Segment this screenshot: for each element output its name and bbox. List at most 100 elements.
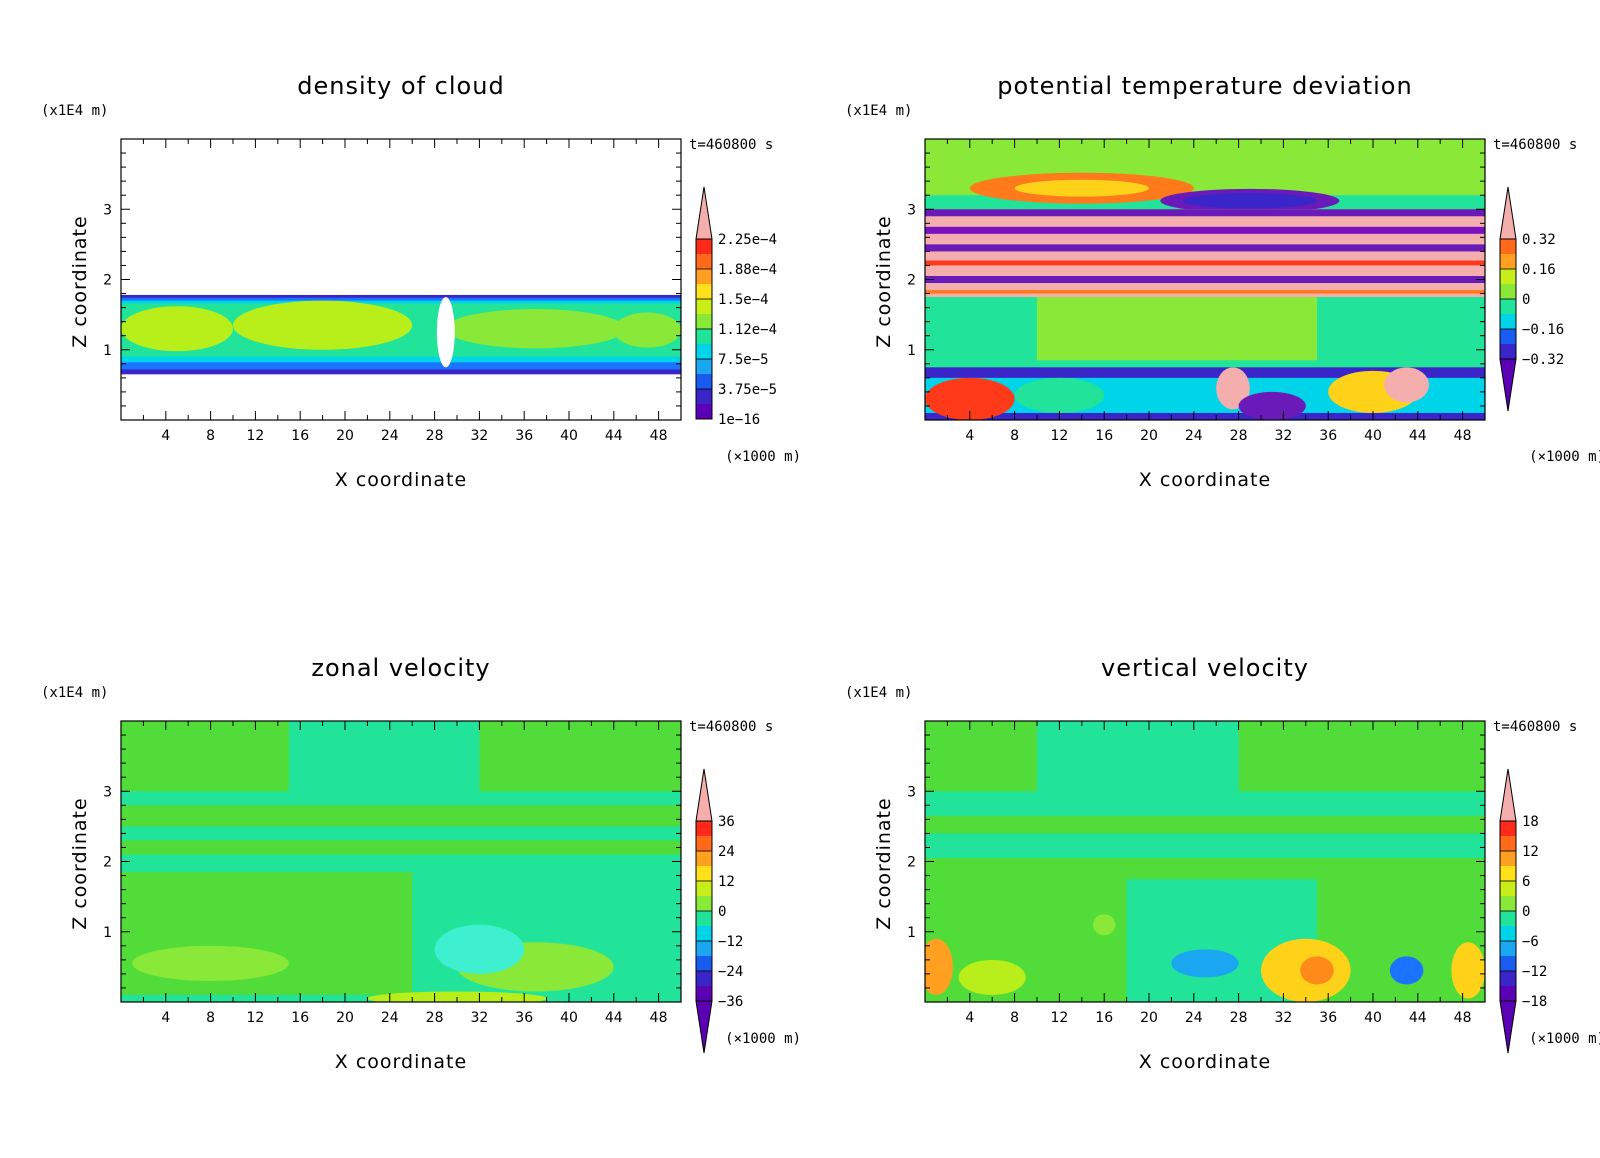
contour-region: [925, 209, 1485, 298]
field-background: [121, 139, 681, 420]
colorbar-swatch: [1500, 896, 1516, 911]
colorbar-swatch: [1500, 836, 1516, 851]
x-unit-label: (×1000 m): [1529, 449, 1600, 465]
colorbar-swatch: [696, 941, 712, 956]
x-axis-label: X coordinate: [335, 469, 467, 491]
contour-region: [925, 879, 1127, 1002]
x-tick-label: 12: [246, 1010, 264, 1026]
colorbar-label: 24: [718, 844, 735, 860]
y-unit-label: (x1E4 m): [845, 103, 912, 119]
contour-region: [925, 938, 953, 995]
colorbar-label: −18: [1522, 994, 1547, 1010]
contour-region: [233, 300, 413, 350]
colorbar-label: 12: [718, 874, 735, 890]
x-unit-label: (×1000 m): [1529, 1031, 1600, 1047]
contour-region: [121, 306, 233, 352]
y-tick-label: 2: [907, 855, 916, 871]
y-unit-label: (x1E4 m): [41, 103, 108, 119]
colorbar-swatch: [696, 836, 712, 851]
contour-region: [1093, 914, 1116, 936]
colorbar-swatch: [696, 404, 712, 419]
contour-region: [925, 209, 1485, 217]
colorbar-swatch: [696, 239, 712, 254]
x-tick-label: 28: [426, 1010, 444, 1026]
x-tick-label: 48: [650, 428, 668, 444]
contour-region: [436, 297, 455, 368]
x-tick-label: 24: [1185, 1010, 1203, 1026]
colorbar-swatch: [696, 851, 712, 866]
colorbar-swatch: [696, 299, 712, 314]
colorbar: 2.25e−4 1.88e−4 1.5e−4 1.12e−4 7.5e−5 3.75e−5…: [695, 186, 777, 428]
contour-region: [958, 959, 1026, 995]
chart-title: zonal velocity: [311, 654, 490, 682]
contour-field: [925, 139, 1485, 420]
x-tick-label: 12: [1050, 1010, 1068, 1026]
x-tick-label: 8: [206, 428, 215, 444]
colorbar-swatch: [696, 911, 712, 926]
colorbar-swatch: [1500, 926, 1516, 941]
colorbar-swatch: [696, 896, 712, 911]
y-axis-label: Z coordinate: [873, 215, 895, 347]
colorbar-swatch: [1500, 269, 1516, 284]
contour-region: [1014, 377, 1105, 413]
x-axis-label: X coordinate: [1139, 1051, 1271, 1073]
y-tick-label: 3: [907, 784, 916, 800]
colorbar-lower-arrow: [1499, 1000, 1517, 1054]
x-unit-label: (×1000 m): [725, 1031, 801, 1047]
colorbar-upper-arrow: [695, 768, 713, 822]
y-tick-label: 2: [907, 273, 916, 289]
colorbar-swatch: [696, 956, 712, 971]
x-tick-label: 16: [1095, 428, 1113, 444]
time-label: t=460800 s: [1493, 137, 1577, 153]
colorbar-label: −24: [718, 964, 743, 980]
contour-region: [925, 857, 1485, 880]
colorbar-swatch: [1500, 254, 1516, 269]
colorbar-upper-arrow: [695, 186, 713, 240]
colorbar-label: −6: [1522, 934, 1539, 950]
colorbar: 0.32 0.16 0 −0.16 −0.32: [1499, 186, 1564, 412]
contour-region: [925, 290, 1485, 294]
colorbar-label: 6: [1522, 874, 1530, 890]
colorbar: 36 24 12 0 −12 −24 −36: [695, 768, 743, 1054]
colorbar-swatch: [696, 926, 712, 941]
x-tick-label: 20: [1140, 428, 1158, 444]
x-tick-label: 4: [161, 1010, 170, 1026]
colorbar-upper-arrow: [1499, 186, 1517, 240]
x-tick-label: 28: [1230, 1010, 1248, 1026]
colorbar-label: 1.5e−4: [718, 292, 769, 308]
x-tick-label: 48: [650, 1010, 668, 1026]
x-tick-label: 4: [965, 428, 974, 444]
x-tick-label: 48: [1454, 428, 1472, 444]
y-axis-label: Z coordinate: [873, 797, 895, 929]
colorbar-swatch: [696, 881, 712, 896]
contour-field: [121, 721, 681, 1002]
x-tick-label: 40: [560, 428, 578, 444]
contour-region: [925, 244, 1485, 252]
contour-region: [613, 312, 681, 348]
colorbar-swatch: [696, 314, 712, 329]
colorbar-swatch: [1500, 821, 1516, 836]
x-tick-label: 36: [515, 1010, 533, 1026]
x-tick-label: 40: [1364, 1010, 1382, 1026]
contour-region: [1238, 721, 1485, 792]
x-tick-label: 32: [470, 1010, 488, 1026]
colorbar-swatch: [696, 821, 712, 836]
contour-region: [1451, 942, 1485, 999]
contour-region: [132, 945, 289, 981]
colorbar-label: 2.25e−4: [718, 232, 777, 248]
y-tick-label: 2: [103, 273, 112, 289]
contour-region: [925, 260, 1485, 266]
contour-region: [1216, 367, 1250, 410]
contour-region: [1171, 949, 1239, 978]
colorbar-label: −12: [718, 934, 743, 950]
x-tick-label: 20: [336, 1010, 354, 1026]
time-label: t=460800 s: [689, 137, 773, 153]
colorbar-swatch: [1500, 344, 1516, 359]
contour-region: [1384, 367, 1429, 403]
x-tick-label: 40: [560, 1010, 578, 1026]
colorbar-label: 18: [1522, 814, 1539, 830]
x-tick-label: 28: [1230, 428, 1248, 444]
x-tick-label: 28: [426, 428, 444, 444]
colorbar-label: 0.32: [1522, 232, 1556, 248]
